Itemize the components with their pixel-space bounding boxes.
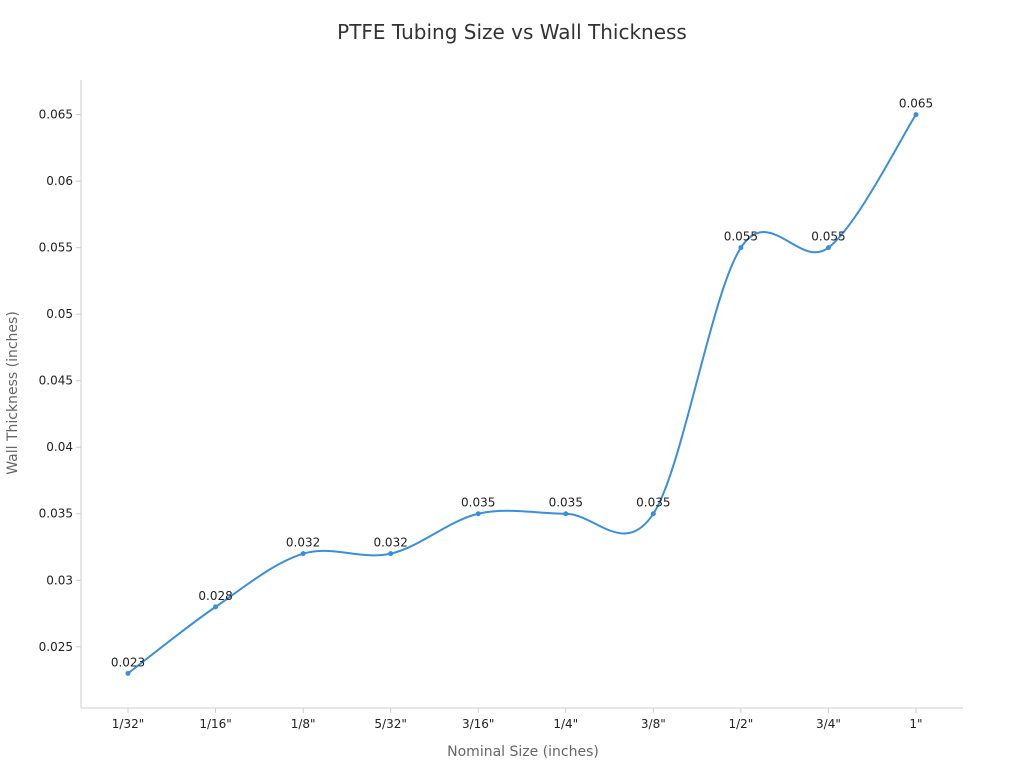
data-points-layer xyxy=(125,112,919,676)
y-axis-title: Wall Thickness (inches) xyxy=(5,311,21,475)
y-tick-label: 0.065 xyxy=(39,108,73,122)
x-tick-label: 3/16" xyxy=(462,717,494,731)
data-label: 0.032 xyxy=(286,536,320,550)
data-label: 0.032 xyxy=(373,536,407,550)
x-tick-label: 1/16" xyxy=(199,717,231,731)
data-point[interactable] xyxy=(213,604,219,610)
data-labels-layer: 0.023 0.028 0.032 0.032 0.035 0.035 0.035 0.055… xyxy=(111,97,933,670)
data-point[interactable] xyxy=(650,511,656,517)
data-label: 0.055 xyxy=(811,230,845,244)
x-tick-label: 5/32" xyxy=(374,717,406,731)
y-tick-label: 0.045 xyxy=(39,374,73,388)
x-axis-title: Nominal Size (inches) xyxy=(447,744,599,760)
x-tick-label: 1/4" xyxy=(553,717,578,731)
chart-title: PTFE Tubing Size vs Wall Thickness xyxy=(337,20,687,44)
data-point[interactable] xyxy=(738,245,744,251)
data-label: 0.023 xyxy=(111,655,145,669)
x-tick-label: 3/4" xyxy=(816,717,841,731)
data-point[interactable] xyxy=(563,511,569,517)
y-tick-label: 0.03 xyxy=(46,573,73,587)
data-point[interactable] xyxy=(388,551,394,557)
y-tick-label: 0.06 xyxy=(46,174,73,188)
data-point[interactable] xyxy=(913,112,919,118)
data-label: 0.035 xyxy=(636,496,670,510)
y-tick-label: 0.055 xyxy=(39,241,73,255)
data-point[interactable] xyxy=(125,670,131,676)
series-line-layer xyxy=(127,114,917,675)
y-tick-label: 0.04 xyxy=(46,440,73,454)
data-point[interactable] xyxy=(825,245,831,251)
x-tick-label: 1/8" xyxy=(291,717,316,731)
x-tick-label: 3/8" xyxy=(641,717,666,731)
data-label: 0.055 xyxy=(724,230,758,244)
x-tick-label: 1" xyxy=(909,717,922,731)
x-tick-label: 1/32" xyxy=(112,717,144,731)
y-tick-label: 0.05 xyxy=(46,307,73,321)
data-label: 0.028 xyxy=(198,589,232,603)
data-label: 0.035 xyxy=(461,496,495,510)
axes: 0.025 0.03 0.035 0.04 0.045 0.05 0.055 0.06 0.06… xyxy=(39,80,963,731)
data-point[interactable] xyxy=(300,551,306,557)
y-tick-label: 0.035 xyxy=(39,507,73,521)
data-point[interactable] xyxy=(475,511,481,517)
x-tick-label: 1/2" xyxy=(728,717,753,731)
series-line xyxy=(127,114,917,675)
data-label: 0.035 xyxy=(549,496,583,510)
y-tick-label: 0.025 xyxy=(39,640,73,654)
data-label: 0.065 xyxy=(899,97,933,111)
